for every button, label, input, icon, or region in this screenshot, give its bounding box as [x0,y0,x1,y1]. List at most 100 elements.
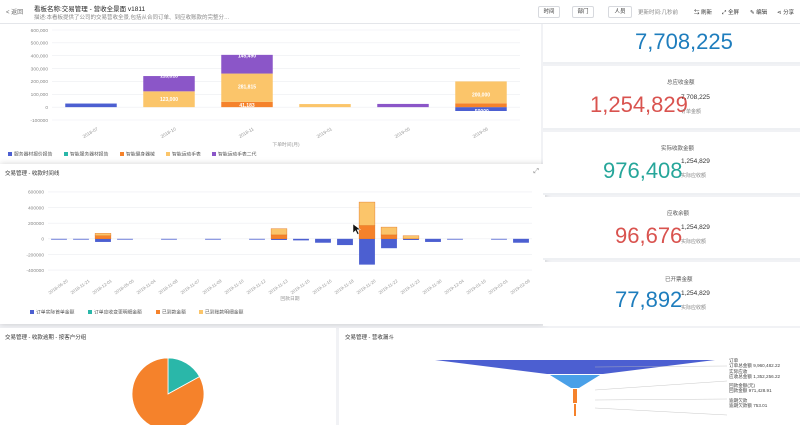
y-tick-label: 0 [45,105,48,111]
top-bar: < 返回 看板名称:交易管理 - 营收全景面 v1811 描述:本看板提供了公司… [0,0,800,24]
x-tick-label: 2019-11-10 [224,278,245,295]
bar-segment [455,81,507,104]
bar-segment [455,103,507,108]
bar-segment [402,235,420,240]
bar-segment [221,73,273,102]
bar-segment [380,234,398,240]
kpi-compare-value: 1,254,829 [681,224,710,231]
refresh-label: 刷新 [701,10,713,16]
edit-button[interactable]: ✎ 编辑 [750,8,767,16]
funnel-connector [594,407,728,416]
bar-segment [95,238,111,242]
x-tick-label: 2018-12-01 [92,278,114,295]
x-tick-label: 2019-05 [394,126,411,139]
legend-swatch [30,310,34,314]
kpi-compare-label: 实际应收额 [681,173,707,179]
edit-label: 编辑 [756,10,768,16]
x-tick-label: 2019-11-07 [180,278,201,295]
refresh-button[interactable]: ⇆ 刷新 [694,8,712,16]
bar-segment [270,234,288,240]
y-tick-label: -100000 [30,118,48,124]
legend-swatch [64,152,68,156]
sales-by-product-panel: 600,000 500,000 400,000 300,000 200,000 100,0… [0,24,541,164]
y-tick-label: -200000 [26,252,44,258]
x-tick-label: 2019-11-16 [312,278,333,295]
back-button[interactable]: < 返回 [6,10,24,16]
bar-segment [358,225,376,240]
y-tick-label: 400,000 [31,54,49,60]
x-tick-label: 2019-02-09 [510,278,532,295]
bar-segment [65,103,117,108]
data-label: 123,000 [160,97,178,103]
x-axis-label: 回款日期 [280,295,299,302]
expand-icon[interactable]: ⤢ [533,168,539,175]
bar-segment [315,238,331,243]
refresh-icon: ⇆ [694,10,700,16]
funnel-stage-receivable [550,375,600,388]
funnel-label: 实际应收 [729,368,748,375]
bar-segment [380,226,398,236]
legend-label: 订单应收变更明细金额 [94,309,142,316]
x-tick-label: 2019-11-13 [268,278,289,295]
bar-segment [221,101,273,108]
fullscreen-label: 全屏 [727,10,739,16]
kpi-total-receivable: 总应收金额 1,254,829 7,708,225 订单金额 [543,66,800,130]
kpi-title: 实际收款金额 [661,146,695,152]
pie-chart [131,357,205,425]
bar-segment [94,235,112,240]
y-tick-label: -400000 [26,268,44,274]
kpi-value: 976,408 [603,158,683,183]
kpi-compare-value: 7,708,225 [681,94,710,101]
bar-segment [491,238,507,240]
legend-swatch [8,152,12,156]
bar-segment [143,76,195,92]
timeline-title: 交易管理 - 收款时间线 [5,171,60,177]
legend-swatch [156,310,160,314]
x-axis-label: 下单时间(月) [272,141,300,148]
legend-label: 智能运动手表 [172,151,201,158]
y-tick-label: 0 [41,237,44,243]
legend-label: 智能健身器械 [126,151,155,158]
kpi-compare-label: 实际应收额 [681,239,707,245]
y-tick-label: 300,000 [31,66,49,72]
x-tick-label: 2019-11-23 [400,278,421,295]
kpi-compare-value: 1,254,829 [681,290,710,297]
y-tick-label: 100,000 [31,92,49,98]
bar-segment [403,238,419,240]
filter-person-button[interactable]: 人员 [608,6,632,18]
x-tick-label: 2018-07 [82,126,99,139]
y-tick-label: 500,000 [31,41,49,47]
legend-label: 智能服务器材报告 [70,151,109,158]
y-tick-label: 600000 [28,190,44,196]
x-tick-label: 2019-11-12 [246,278,267,295]
bar-segment [359,238,375,265]
legend-label: 智能运动手表二代 [218,151,257,158]
bar-segment [425,238,441,242]
bar-segment [299,104,351,108]
x-tick-label: 2019-11-20 [356,278,377,295]
funnel-label: 回款金额(元) [729,382,755,389]
share-label: 分享 [783,10,795,16]
filter-department-button[interactable]: 部门 [572,6,594,18]
bar-segment [249,238,265,240]
bar-segment [447,238,463,240]
legend-swatch [212,152,216,156]
funnel-label: 订单 [729,357,739,364]
x-tick-label: 2019-02-01 [488,278,510,295]
data-label: 200,000 [472,92,490,98]
bar-segment [293,238,309,241]
funnel-title: 交易管理 - 营收漏斗 [345,335,394,341]
x-tick-label: 2019-11-09 [202,278,223,295]
data-label: -50000 [473,109,489,115]
bar-segment [161,238,177,240]
x-tick-label: 2019-11-22 [378,278,399,295]
kpi-actual-collected: 实际收款金额 976,408 1,254,829 实际应收额 [543,132,800,195]
share-button[interactable]: ⋖ 分享 [777,8,794,16]
bar-segment [51,238,67,240]
fullscreen-button[interactable]: ⤢ 全屏 [722,8,739,17]
data-label: 281,815 [238,85,256,91]
y-tick-label: 400000 [28,205,44,211]
fullscreen-icon: ⤢ [722,10,727,16]
funnel-connector [594,380,728,391]
filter-time-button[interactable]: 时间 [538,6,560,18]
